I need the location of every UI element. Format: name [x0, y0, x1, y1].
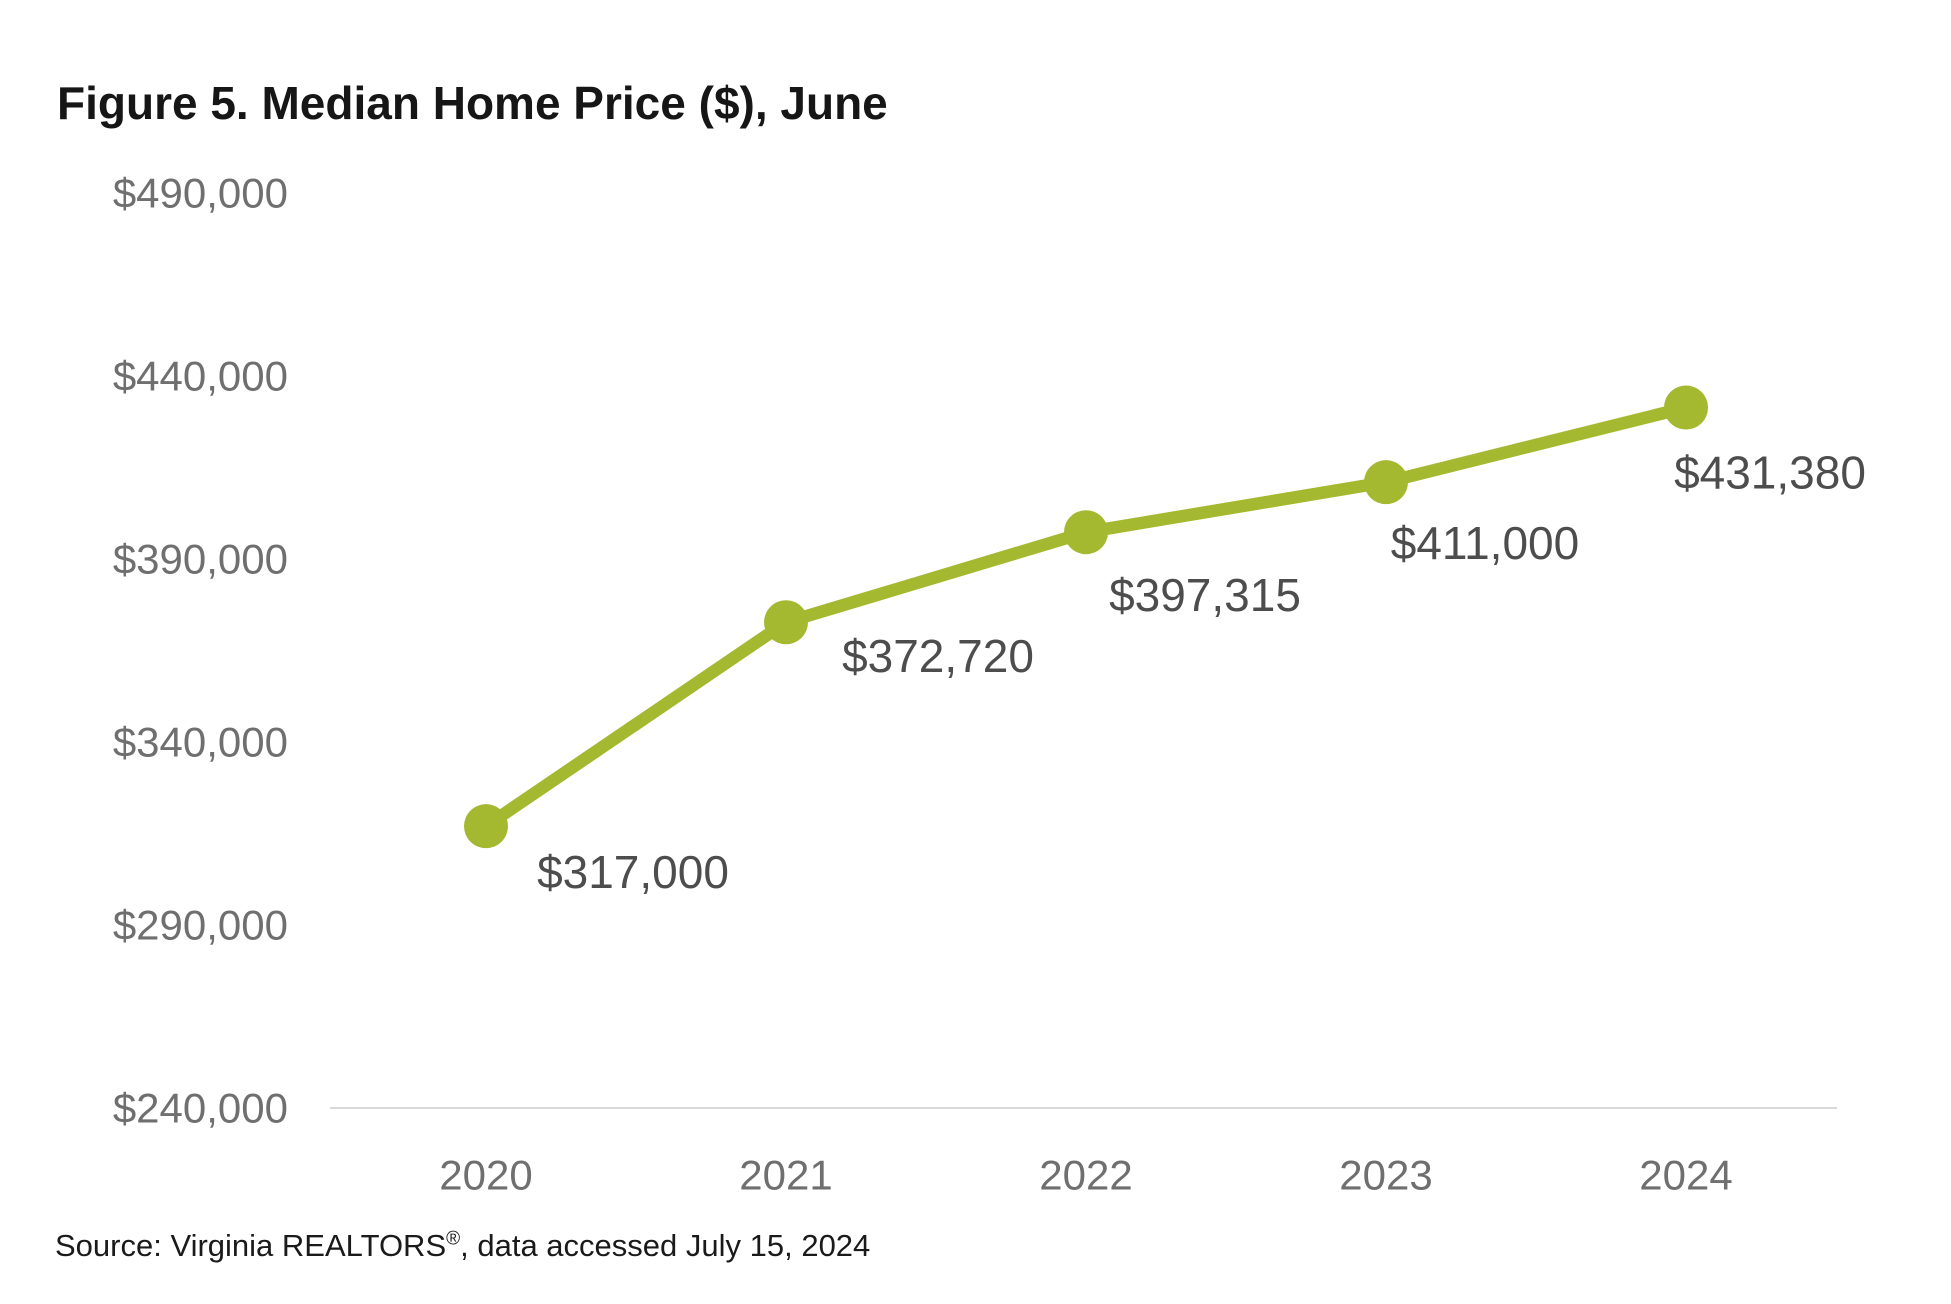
data-point-marker	[464, 804, 508, 849]
x-axis-label: 2024	[1639, 1152, 1732, 1199]
data-point-marker	[764, 600, 808, 645]
y-tick-label: $390,000	[113, 536, 288, 583]
x-axis-label: 2021	[739, 1152, 832, 1199]
x-axis-label: 2020	[439, 1152, 532, 1199]
y-tick-label: $290,000	[113, 902, 288, 949]
registered-trademark-symbol: ®	[446, 1228, 461, 1250]
y-tick-label: $340,000	[113, 719, 288, 766]
series-line	[479, 401, 1693, 833]
x-axis-label: 2023	[1339, 1152, 1432, 1199]
source-note: Source: Virginia REALTORS®, data accesse…	[55, 1228, 870, 1264]
data-point-marker	[1064, 510, 1108, 555]
data-label: $397,315	[1109, 569, 1301, 621]
source-note-prefix: Source: Virginia REALTORS	[55, 1228, 447, 1263]
y-tick-label: $240,000	[113, 1085, 288, 1132]
data-label: $372,720	[842, 630, 1034, 682]
data-label: $411,000	[1391, 517, 1579, 569]
chart-title: Figure 5. Median Home Price ($), June	[57, 77, 888, 129]
data-label: $431,380	[1674, 447, 1866, 499]
source-note-suffix: , data accessed July 15, 2024	[460, 1228, 871, 1263]
y-tick-label: $490,000	[113, 170, 288, 217]
y-tick-label: $440,000	[113, 353, 288, 400]
data-label: $317,000	[537, 846, 729, 898]
data-point-marker	[1364, 460, 1408, 505]
data-point-marker	[1664, 385, 1708, 430]
x-axis-label: 2022	[1039, 1152, 1132, 1199]
